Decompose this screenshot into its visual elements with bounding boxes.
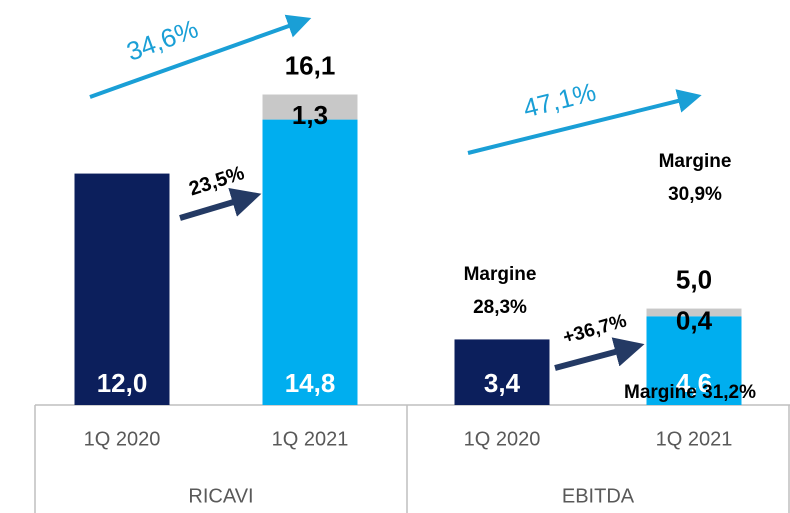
total-label: 5,0 [676,264,712,294]
x-tick-label: 1Q 2021 [272,428,349,450]
value-label: 12,0 [97,368,148,398]
annotation: Margine [464,264,537,285]
bar-segment [646,308,742,317]
bar-segment [74,173,170,405]
x-tick-label: 1Q 2020 [84,428,161,450]
total-label: 16,1 [285,50,336,80]
annotation: 28,3% [473,297,527,318]
group-label: RICAVI [188,485,253,507]
annotation: 34,6% [122,13,202,66]
value-label: 1,3 [292,100,328,130]
x-tick-label: 1Q 2020 [464,428,541,450]
annotation: Margine 31,2% [624,382,756,403]
annotation: 30,9% [668,184,722,205]
bar-segment [262,119,358,406]
annotation: 23,5% [186,162,247,201]
value-label: 4,6 [676,368,712,398]
bar-segment [262,94,358,120]
x-tick-label: 1Q 2021 [656,428,733,450]
value-label: 0,4 [676,305,713,335]
group-label: EBITDA [562,485,635,507]
annotation: +36,7% [561,310,629,348]
axis-table [34,404,790,513]
value-label: 14,8 [285,368,336,398]
bar-segment [454,339,550,405]
annotation: 47,1% [520,76,599,123]
bar-segment [646,316,742,405]
value-label: 3,4 [484,368,521,398]
annotation: Margine [659,151,732,172]
arrows [89,14,702,371]
